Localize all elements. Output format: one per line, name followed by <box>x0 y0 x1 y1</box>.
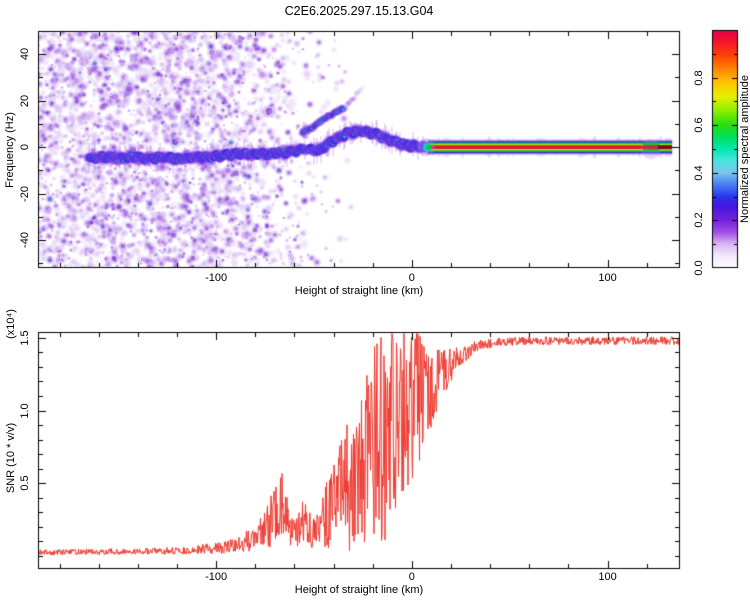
spectrogram-x-tick-label: -100 <box>205 272 228 284</box>
spectrogram-xaxis-label: Height of straight line (km) <box>294 285 424 297</box>
snr-y-tick-label: 1.0 <box>19 402 31 419</box>
colorbar-tick-label: 0.6 <box>693 117 705 133</box>
spectrogram-y-tick-label: -40 <box>19 232 31 249</box>
colorbar-label: Normalized spectral amplitude <box>739 75 750 223</box>
snr-yaxis-label: SNR (10 * v/v) <box>5 422 17 494</box>
spectrogram-y-tick-label: -20 <box>19 185 31 202</box>
snr-y-tick-label: 0.5 <box>19 475 31 491</box>
spectrogram-x-tick-label: 100 <box>598 272 617 284</box>
spectrogram-y-tick-label: 20 <box>19 94 31 107</box>
page-title: C2E6.2025.297.15.13.G04 <box>284 4 434 18</box>
snr-y-tick-label: 1.5 <box>19 330 31 346</box>
snr-x-tick-label: 100 <box>598 571 617 583</box>
snr-x-tick-label: 0 <box>408 571 415 583</box>
colorbar-tick-label: 0.2 <box>693 212 705 229</box>
spectrogram-y-tick-label: 0 <box>19 144 31 151</box>
spectrogram-y-tick-label: 40 <box>19 48 31 61</box>
colorbar-tick-label: 0.8 <box>693 69 705 86</box>
colorbar-tick-label: 0.0 <box>693 260 705 276</box>
snr-scale-note: (x10⁴) <box>5 309 17 339</box>
snr-x-tick-label: -100 <box>205 571 228 583</box>
colorbar-tick-label: 0.4 <box>693 165 705 181</box>
spectrogram-yaxis-label: Frequency (Hz) <box>4 112 16 188</box>
spectrogram-x-tick-label: 0 <box>408 272 415 284</box>
snr-xaxis-label: Height of straight line (km) <box>294 584 424 596</box>
